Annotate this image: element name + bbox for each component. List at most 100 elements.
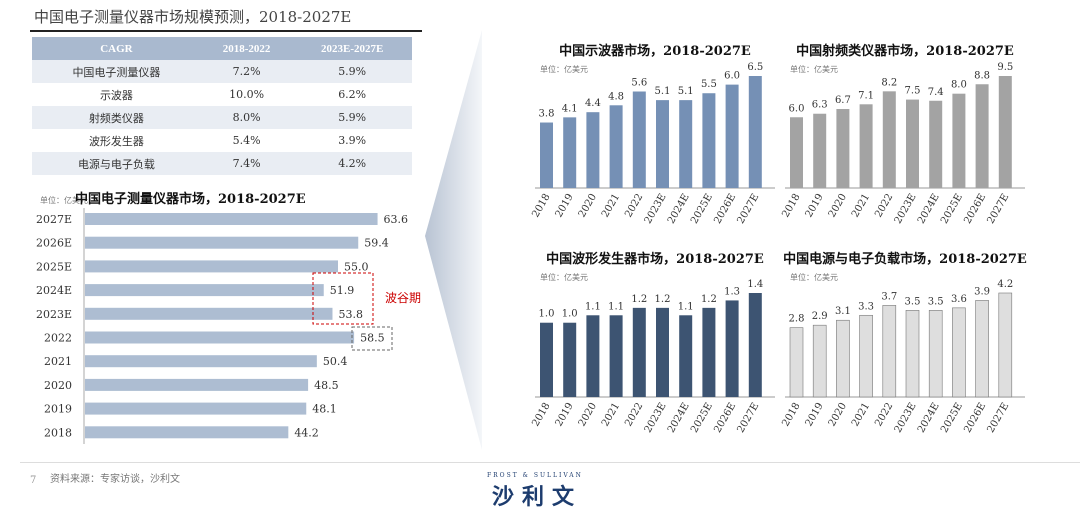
data-label: 2.8 xyxy=(789,314,805,325)
data-label: 8.0 xyxy=(951,80,967,91)
data-label: 5.6 xyxy=(631,78,647,89)
category-label: 2026E xyxy=(36,237,72,250)
data-label: 4.4 xyxy=(585,98,601,109)
table-row: 电源与电子负载 7.4% 4.2% xyxy=(32,152,412,175)
data-label: 63.6 xyxy=(384,213,409,226)
bar xyxy=(85,213,378,225)
data-label: 7.1 xyxy=(858,90,874,101)
page-number: 7 xyxy=(30,475,37,486)
cagr-2018-2022: 8.0% xyxy=(200,106,293,129)
data-label: 6.5 xyxy=(747,62,763,73)
data-label: 1.1 xyxy=(678,301,694,312)
row-label: 射频类仪器 xyxy=(32,106,201,129)
data-label: 1.2 xyxy=(631,294,647,305)
category-label: 2025E xyxy=(36,260,72,273)
chart-title: 中国波形发生器市场，2018-2027E xyxy=(546,251,764,267)
category-label: 2022 xyxy=(623,401,645,429)
data-label: 3.1 xyxy=(835,306,851,317)
data-label: 3.8 xyxy=(539,109,555,120)
table-row: 波形发生器 5.4% 3.9% xyxy=(32,129,412,152)
data-label: 5.5 xyxy=(701,79,717,90)
cagr-2018-2022: 7.2% xyxy=(200,60,293,83)
bar xyxy=(586,112,600,188)
unit-label: 单位：亿美元 xyxy=(790,272,838,282)
category-label: 2019 xyxy=(554,192,576,220)
bar xyxy=(882,91,896,188)
header-2023-2027: 2023E-2027E xyxy=(292,37,412,60)
bar xyxy=(563,322,577,397)
category-label: 2021 xyxy=(850,192,872,220)
bar xyxy=(586,315,600,397)
category-label: 2022 xyxy=(873,401,895,429)
cagr-2023-2027: 6.2% xyxy=(338,88,367,101)
data-label: 3.9 xyxy=(974,286,990,297)
chart-title: 中国射频类仪器市场，2018-2027E xyxy=(796,43,1014,59)
category-label: 2021 xyxy=(600,401,622,429)
bar xyxy=(85,331,355,344)
unit-label: 单位：亿美元 xyxy=(540,272,588,282)
data-label: 5.1 xyxy=(655,86,671,97)
row-label: 电源与电子负载 xyxy=(32,152,201,175)
bar xyxy=(632,307,646,397)
bar xyxy=(656,100,669,188)
category-label: 2024E xyxy=(36,284,72,297)
bar xyxy=(859,104,873,188)
category-label: 2019 xyxy=(804,192,826,220)
header-2018-2022: 2018-2022 xyxy=(200,37,293,60)
category-label: 2018 xyxy=(530,401,552,429)
peak-box xyxy=(351,326,393,351)
bar xyxy=(632,91,646,188)
cagr-2023-2027: 3.9% xyxy=(338,134,367,147)
logo-english: FROST & SULLIVAN xyxy=(487,472,583,479)
data-label: 44.2 xyxy=(294,426,319,439)
category-label: 2027E xyxy=(985,401,1011,435)
category-label: 2020 xyxy=(827,401,849,429)
bar xyxy=(859,314,873,398)
table-row: 射频类仪器 8.0% 5.9% xyxy=(32,106,412,129)
data-label: 4.8 xyxy=(608,91,624,102)
data-label: 4.1 xyxy=(562,103,578,114)
bar xyxy=(836,109,850,188)
data-label: 6.0 xyxy=(789,103,805,114)
cagr-table: CAGR 2018-2022 2023E-2027E 中国电子测量仪器 7.2% 5… xyxy=(32,37,412,175)
bar xyxy=(748,76,762,188)
bar xyxy=(906,99,919,188)
bar xyxy=(812,324,827,398)
bar xyxy=(679,315,693,397)
data-label: 3.6 xyxy=(951,294,967,305)
category-label: 2021 xyxy=(600,192,622,220)
logo-chinese: 沙利文 xyxy=(492,485,583,510)
category-label: 2018 xyxy=(530,192,552,220)
bar xyxy=(540,322,553,397)
data-label: 7.5 xyxy=(905,86,921,97)
unit-label: 单位：亿美元 xyxy=(790,64,838,74)
table-row: 示波器 10.0% 6.2% xyxy=(32,83,412,106)
chart-title: 中国电子测量仪器市场，2018-2027E xyxy=(75,191,306,207)
row-label: 中国电子测量仪器 xyxy=(32,60,201,83)
unit-label: 单位：亿美元 xyxy=(40,195,88,205)
category-label: 2022 xyxy=(44,332,72,345)
data-label: 6.7 xyxy=(835,95,851,106)
bar xyxy=(813,113,827,188)
page-title: 中国电子测量仪器市场规模预测，2018-2027E xyxy=(34,8,352,26)
bar xyxy=(609,315,623,397)
bar xyxy=(702,93,716,188)
category-label: 2018 xyxy=(780,401,802,429)
bar xyxy=(85,284,324,297)
category-label: 2021 xyxy=(850,401,872,429)
data-label: 1.2 xyxy=(655,294,671,305)
bar xyxy=(85,426,289,439)
data-label: 53.8 xyxy=(338,308,363,321)
data-label: 1.1 xyxy=(585,301,601,312)
header-cagr: CAGR xyxy=(32,37,201,60)
category-label: 2019 xyxy=(804,401,826,429)
bar xyxy=(656,307,669,397)
bar xyxy=(609,105,623,188)
chart-title: 中国示波器市场，2018-2027E xyxy=(559,43,751,59)
data-label: 3.5 xyxy=(928,296,944,307)
category-label: 2027E xyxy=(985,192,1011,226)
data-label: 1.2 xyxy=(701,294,717,305)
category-label: 2027E xyxy=(735,192,761,226)
